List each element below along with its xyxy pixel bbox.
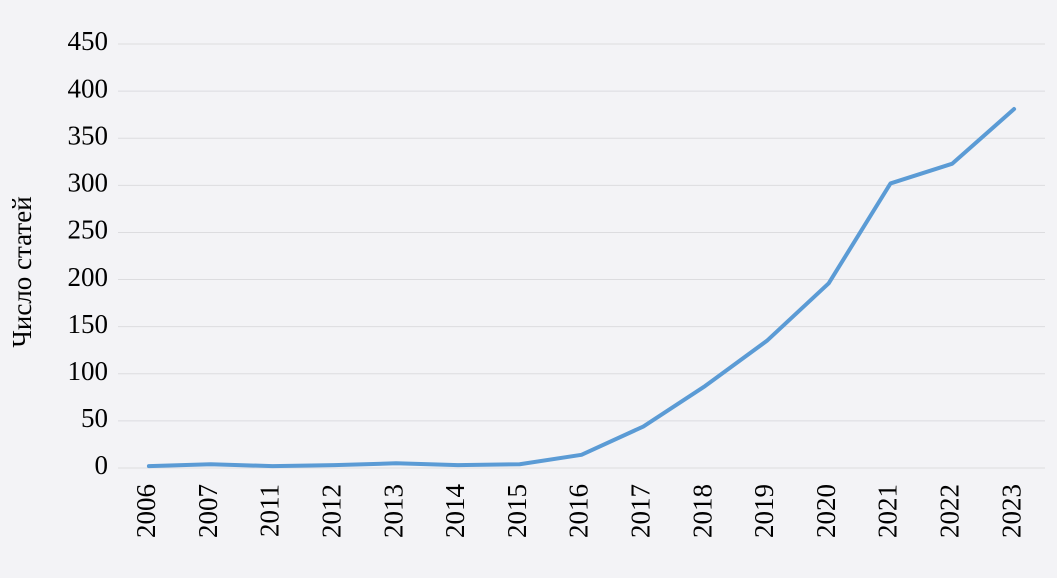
x-tick-label: 2020 <box>811 484 841 538</box>
y-tick-label: 100 <box>68 356 109 386</box>
data-line <box>146 107 1017 469</box>
y-axis-title: Число статей <box>7 196 37 347</box>
y-tick-label: 450 <box>68 26 109 56</box>
x-tick-label: 2023 <box>996 484 1026 538</box>
x-tick-label: 2012 <box>317 484 347 538</box>
x-tick-label: 2011 <box>255 484 285 537</box>
x-tick-label: 2006 <box>131 484 161 538</box>
x-tick-label: 2021 <box>873 484 903 538</box>
x-tick-label: 2017 <box>626 484 656 538</box>
y-tick-label: 400 <box>68 73 109 103</box>
x-tick-label: 2013 <box>378 484 408 538</box>
y-tick-label: 350 <box>68 120 109 150</box>
x-tick-label: 2022 <box>935 484 965 538</box>
x-tick-label: 2019 <box>749 484 779 538</box>
x-tick-label: 2016 <box>564 484 594 538</box>
x-tick-label: 2015 <box>502 484 532 538</box>
x-tick-label: 2007 <box>193 484 223 538</box>
y-tick-label: 50 <box>81 403 108 433</box>
y-tick-label: 0 <box>95 450 109 480</box>
y-tick-label: 250 <box>68 215 109 245</box>
x-tick-label: 2018 <box>687 484 717 538</box>
y-tick-label: 300 <box>68 168 109 198</box>
x-tick-label: 2014 <box>440 484 470 539</box>
y-tick-label: 200 <box>68 262 109 292</box>
y-tick-label: 150 <box>68 309 109 339</box>
